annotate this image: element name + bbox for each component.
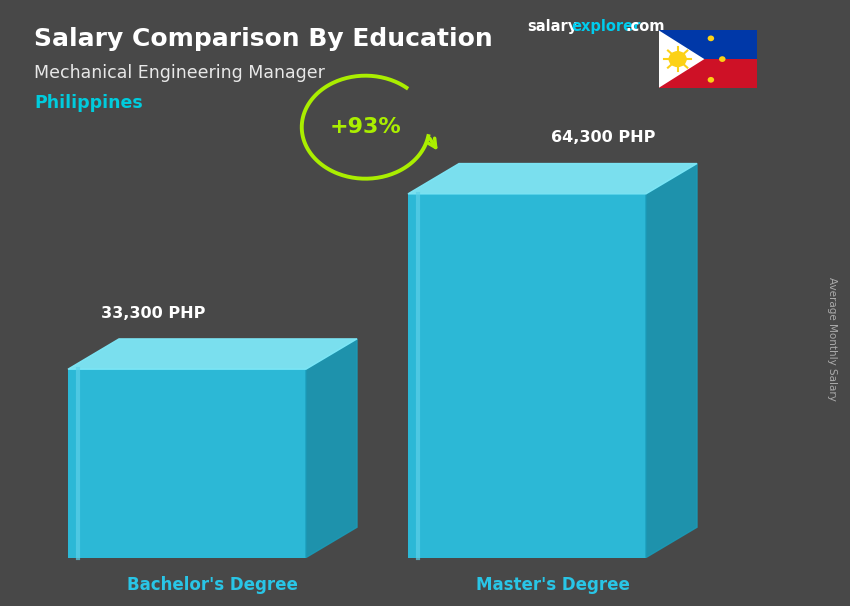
Text: 64,300 PHP: 64,300 PHP [552, 130, 655, 145]
Circle shape [707, 36, 714, 41]
Polygon shape [646, 164, 697, 558]
Text: Master's Degree: Master's Degree [475, 576, 630, 594]
Text: 33,300 PHP: 33,300 PHP [101, 305, 205, 321]
Text: .com: .com [626, 19, 665, 35]
Bar [659, 30, 756, 59]
Polygon shape [68, 339, 357, 369]
Bar [659, 59, 756, 88]
Text: Bachelor's Degree: Bachelor's Degree [127, 576, 298, 594]
Bar [68, 369, 306, 558]
Circle shape [668, 51, 687, 67]
Text: +93%: +93% [330, 117, 401, 137]
Text: Philippines: Philippines [34, 94, 143, 112]
Circle shape [707, 77, 714, 82]
Text: Salary Comparison By Education: Salary Comparison By Education [34, 27, 493, 52]
Polygon shape [306, 339, 357, 558]
Bar [408, 194, 646, 558]
Polygon shape [408, 164, 697, 194]
Text: Mechanical Engineering Manager: Mechanical Engineering Manager [34, 64, 325, 82]
Polygon shape [659, 30, 705, 88]
Circle shape [719, 56, 726, 62]
Text: salary: salary [527, 19, 577, 35]
Text: Average Monthly Salary: Average Monthly Salary [827, 278, 837, 401]
Text: explorer: explorer [571, 19, 641, 35]
